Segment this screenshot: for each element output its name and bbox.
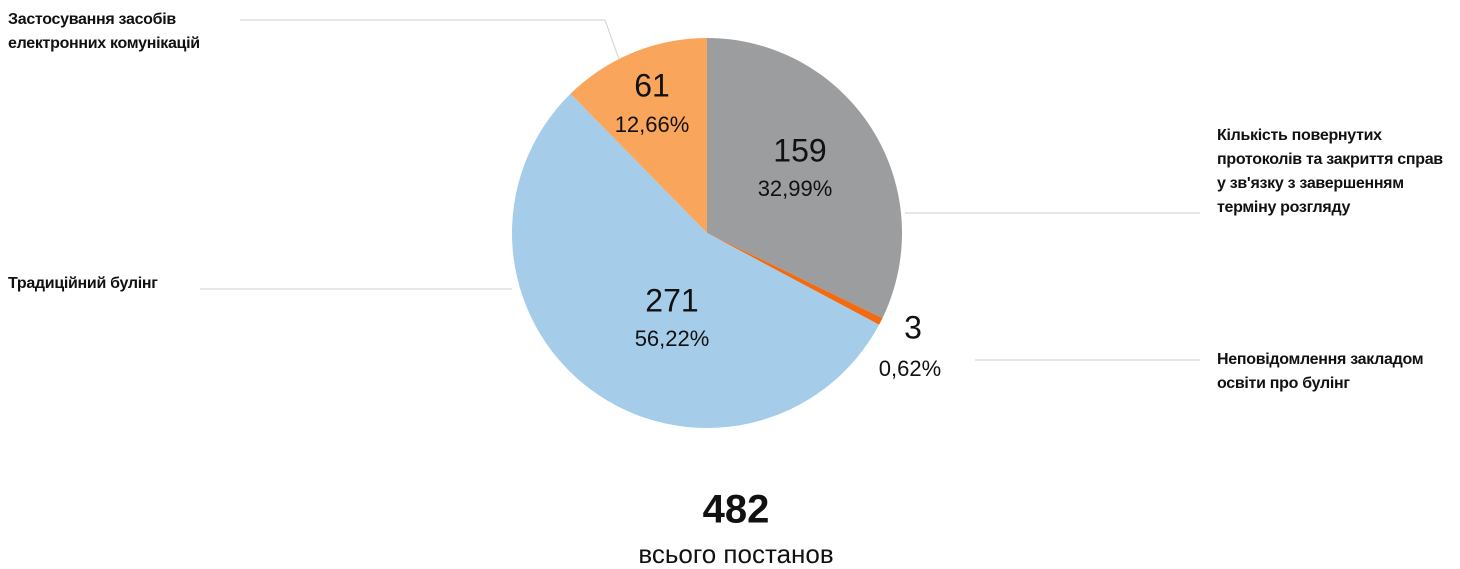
- total: 482: [703, 488, 770, 532]
- pie-slice: [570, 38, 707, 233]
- category-label: Неповідомлення закладом освіти про булін…: [1217, 351, 1424, 392]
- pie-slice: [707, 233, 883, 325]
- category-label: Кількість повернутих протоколів та закри…: [1217, 127, 1443, 216]
- value-label: 3: [904, 309, 922, 345]
- total-label: всього постанов: [638, 539, 833, 569]
- category-label: Традиційний булінг: [8, 275, 158, 292]
- leader-line: [240, 19, 621, 63]
- value-label: 61: [634, 67, 670, 103]
- percentage-label: 32,99%: [758, 176, 833, 201]
- pie-slice: [512, 93, 880, 428]
- pie-slice: [707, 38, 903, 319]
- value-label: 159: [773, 132, 826, 168]
- percentage-label: 0,62%: [879, 356, 941, 381]
- value-label: 271: [645, 282, 698, 318]
- percentage-label: 12,66%: [615, 112, 690, 137]
- percentage-label: 56,22%: [635, 326, 710, 351]
- category-label: Застосування засобів електронних комунік…: [8, 11, 200, 52]
